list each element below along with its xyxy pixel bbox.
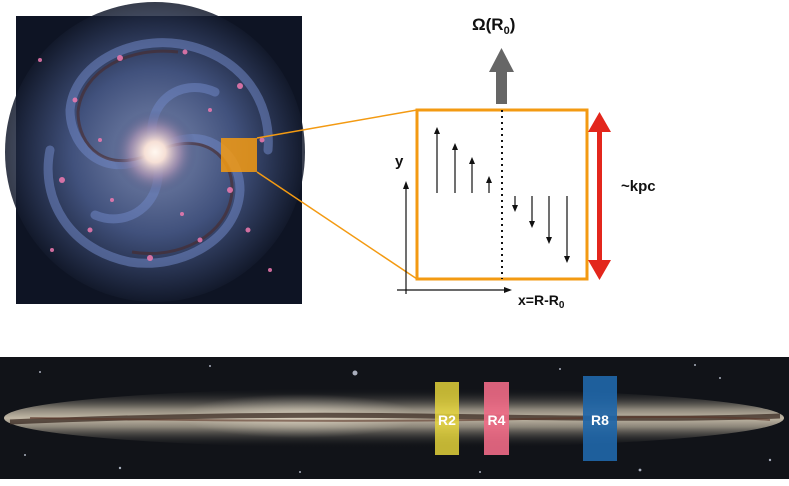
highlight-region [221,138,257,172]
scale-arrow [588,112,611,280]
edge-on-galaxy-image [0,357,789,479]
shear-arrow-8 [564,196,570,263]
shear-arrow-2 [452,143,458,193]
y-axis-label: y [395,153,404,170]
shear-arrow-3 [469,157,475,193]
zoom-line-top [256,109,418,139]
shear-arrow-6 [529,196,535,228]
x-axis-label: x=R-R0 [518,292,565,311]
omega-label: Ω(R0) [472,15,515,37]
band-r2: R2 [435,382,459,455]
band-r4: R4 [484,382,509,455]
shear-arrows [434,127,570,263]
spiral-galaxy-image [5,2,305,304]
shear-arrow-1 [434,127,440,193]
svg-text:R4: R4 [488,412,506,428]
svg-text:R8: R8 [591,412,609,428]
shear-arrow-5 [512,196,518,212]
svg-text:R2: R2 [438,412,456,428]
band-r8: R8 [583,376,617,461]
shear-arrow-4 [486,176,492,193]
zoom-line-bottom [256,171,418,280]
shear-arrow-7 [546,196,552,244]
omega-arrow [489,48,514,104]
y-axis [403,181,409,294]
scale-label: ~kpc [621,178,656,195]
x-axis [397,287,512,293]
